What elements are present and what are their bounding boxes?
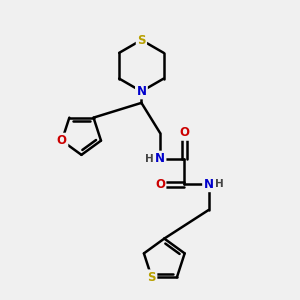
Text: S: S [147,271,156,284]
Text: N: N [204,178,214,191]
Text: S: S [137,34,146,46]
Text: O: O [179,126,189,140]
Text: N: N [155,152,165,165]
Text: O: O [155,178,165,191]
Text: H: H [215,179,224,189]
Text: N: N [136,85,146,98]
Text: O: O [57,134,67,147]
Text: H: H [145,154,154,164]
